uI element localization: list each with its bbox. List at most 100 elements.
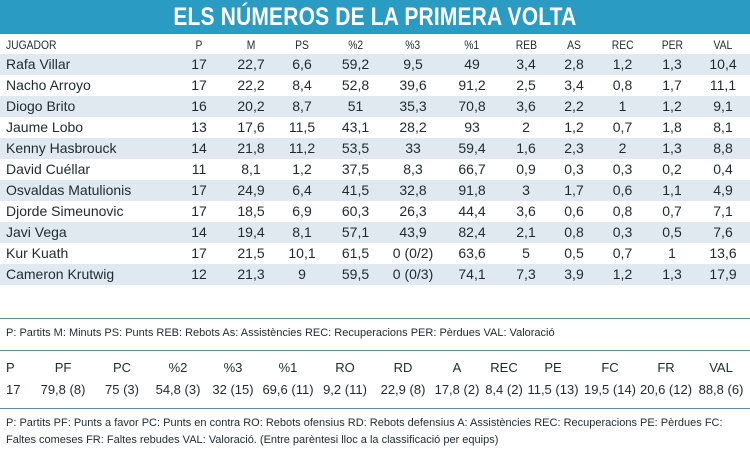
stat-cell: 8,8 (696, 138, 750, 159)
stat-cell: 0,7 (612, 245, 633, 261)
player-name: Kur Kuath (6, 245, 69, 261)
stat-cell: 11 (191, 161, 207, 177)
player-row: Rafa Villar 17 22,7 6,6 59,2 9,5 49 3,4 2,8 1,2 1,… (0, 54, 750, 75)
stat-cell: 35,3 (383, 96, 443, 117)
column-header: P (6, 360, 15, 375)
player-name: Osvaldas Matulionis (0, 180, 172, 201)
column-header: %2 (348, 38, 363, 52)
column-header: P (195, 38, 203, 52)
column-header: PC (112, 360, 132, 375)
stat-cell: 70,8 (443, 96, 501, 117)
stat-cell: 74,1 (443, 264, 501, 285)
team-header-row: P PF PC %2 %3 %1 RO RD A REC PE FC FR VAL (0, 357, 750, 379)
stat-cell: 59,4 (443, 138, 501, 159)
stat-cell: 61,5 (341, 245, 370, 261)
stat-cell: 13 (191, 119, 207, 135)
column-header: FC (601, 360, 619, 375)
stat-cell: 17 (172, 54, 226, 75)
stat-cell: 11,5 (13) (527, 382, 579, 397)
stat-cell: 2 (597, 138, 648, 159)
stat-cell: 3,4 (564, 77, 584, 93)
stat-cell: 43,9 (383, 222, 443, 243)
player-name: Kenny Hasbrouck (0, 138, 172, 159)
stat-cell: 0,7 (612, 119, 633, 135)
column-header: %3 (223, 360, 243, 375)
stat-cell: 21,5 (237, 245, 265, 261)
player-name: Jaume Lobo (6, 119, 84, 135)
stat-cell: 0,4 (713, 161, 733, 177)
player-row: Nacho Arroyo 17 22,2 8,4 52,8 39,6 91,2 2,5 3,4 0… (0, 75, 750, 96)
stat-cell: 8,1 (241, 161, 261, 177)
stat-cell: 14 (172, 138, 226, 159)
column-header: %1 (464, 38, 480, 52)
column-header: REC (490, 360, 518, 375)
stat-cell: 2,1 (501, 222, 551, 243)
divider (0, 350, 750, 351)
player-row: Djorde Simeunovic 17 18,5 6,9 60,3 26,3 44,4 3,… (0, 201, 750, 222)
stat-cell: 3,6 (501, 96, 551, 117)
player-legend: P: Partits M: Minuts PS: Punts REB: Rebo… (6, 327, 555, 339)
stat-cell: 17,8 (2) (434, 382, 480, 397)
column-header: PS (295, 38, 309, 52)
stat-cell: 0,3 (612, 161, 633, 177)
stat-cell: 8,4 (2) (485, 382, 523, 397)
stat-cell: 1,3 (648, 54, 696, 75)
stat-cell: 32 (15) (212, 382, 254, 397)
page-title: ELS NÚMEROS DE LA PRIMERA VOLTA (0, 0, 750, 34)
divider (0, 408, 750, 409)
player-name: Cameron Krutwig (0, 264, 172, 285)
stat-cell: 7,3 (501, 264, 551, 285)
stat-cell: 91,8 (443, 180, 501, 201)
stat-cell: 1,8 (662, 119, 682, 135)
stat-cell: 3,4 (501, 54, 551, 75)
stat-cell: 54,8 (3) (155, 382, 201, 397)
stat-cell: 22,2 (237, 77, 265, 93)
column-header: PER (661, 38, 683, 52)
stat-cell: 0,6 (564, 203, 584, 219)
stat-cell: 2,5 (516, 77, 536, 93)
stat-cell: 49 (443, 54, 501, 75)
stat-cell: 2,8 (551, 54, 597, 75)
player-stats-table: JUGADOR P M PS %2 %3 %1 REB AS REC PER VAL Rafa Vill… (0, 36, 750, 285)
stat-cell: 9,2 (11) (323, 382, 367, 397)
stat-cell: 9,1 (696, 96, 750, 117)
column-header: PE (544, 360, 562, 375)
player-name: David Cuéllar (6, 161, 91, 177)
stat-cell: 4,9 (696, 180, 750, 201)
stat-cell: 91,2 (458, 77, 486, 93)
column-header: A (452, 360, 462, 375)
stat-cell: 63,6 (458, 245, 486, 261)
column-header: PF (54, 360, 72, 375)
stat-cell: 1,2 (564, 119, 584, 135)
player-header-row: JUGADOR P M PS %2 %3 %1 REB AS REC PER VAL (0, 36, 750, 54)
column-header: FR (657, 360, 675, 375)
player-row: Kur Kuath 17 21,5 10,1 61,5 0 (0/2) 63,6 5 0,5 0,… (0, 243, 750, 264)
stat-cell: 2,2 (551, 96, 597, 117)
stat-cell: 18,5 (237, 203, 265, 219)
stat-cell: 0,5 (564, 245, 584, 261)
stat-cell: 1,3 (648, 264, 696, 285)
stat-cell: 1,3 (648, 138, 696, 159)
stat-cell: 9 (276, 264, 328, 285)
stat-cell: 69,6 (11) (262, 382, 314, 397)
stat-cell: 1,7 (551, 180, 597, 201)
stat-cell: 44,4 (458, 203, 486, 219)
stat-cell: 32,8 (383, 180, 443, 201)
stat-cell: 16 (172, 96, 226, 117)
stat-cell: 11,5 (288, 119, 316, 135)
stat-cell: 8,3 (403, 161, 423, 177)
stat-cell: 51 (328, 96, 383, 117)
column-header: %3 (405, 38, 421, 52)
column-header: VAL (709, 360, 733, 375)
stat-cell: 53,5 (328, 138, 383, 159)
stat-cell: 41,5 (328, 180, 383, 201)
stat-cell: 17,6 (237, 119, 265, 135)
stat-cell: 9,5 (383, 54, 443, 75)
player-name: Djorde Simeunovic (6, 203, 124, 219)
player-row: Jaume Lobo 13 17,6 11,5 43,1 28,2 93 2 1,2 0,7 1,8… (0, 117, 750, 138)
divider (0, 318, 750, 319)
stat-cell: 22,7 (226, 54, 276, 75)
stat-cell: 0,8 (612, 77, 633, 93)
stat-cell: 21,8 (226, 138, 276, 159)
